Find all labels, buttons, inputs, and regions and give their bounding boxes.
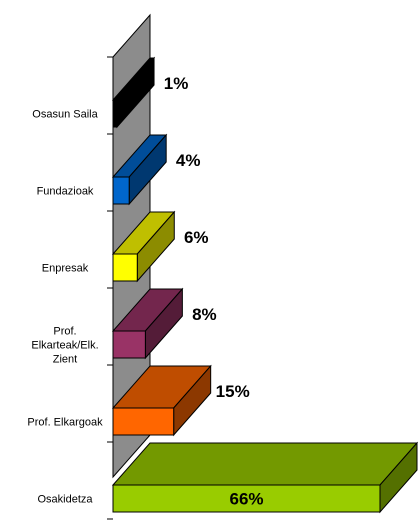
data-label: 4% [176,151,201,170]
value-labels: 1% 4% 6% 8% 15% 66% [164,74,264,509]
bar-front-face [112,176,130,205]
bar-series [111,56,418,514]
bar-front-face [112,484,381,513]
category-label: Enpresak [42,263,89,275]
category-label: Fundazioak [37,186,94,198]
bar [111,56,156,129]
bar [111,364,212,437]
category-labels: Osasun Saila Fundazioak Enpresak Prof. Elkar… [27,109,103,506]
category-label: Osasun Saila [32,109,98,121]
bar-front-face [112,253,138,282]
data-label: 6% [184,228,209,247]
bar-top-face [111,442,418,486]
category-label: Prof. Elkargoak [27,417,103,429]
bar [111,210,176,283]
bar-front-face [112,407,175,436]
data-label: 15% [216,382,250,401]
bar [111,133,168,206]
data-label: 1% [164,74,189,93]
data-label: 8% [192,305,217,324]
bar-front-face [112,330,146,359]
category-label: Osakidetza [37,494,93,506]
bar [111,441,418,514]
bar-front-face [112,99,118,128]
category-label: Prof. Elkarteak/Elk. Zient [31,326,98,366]
bar [111,287,184,360]
data-label: 66% [229,490,263,509]
